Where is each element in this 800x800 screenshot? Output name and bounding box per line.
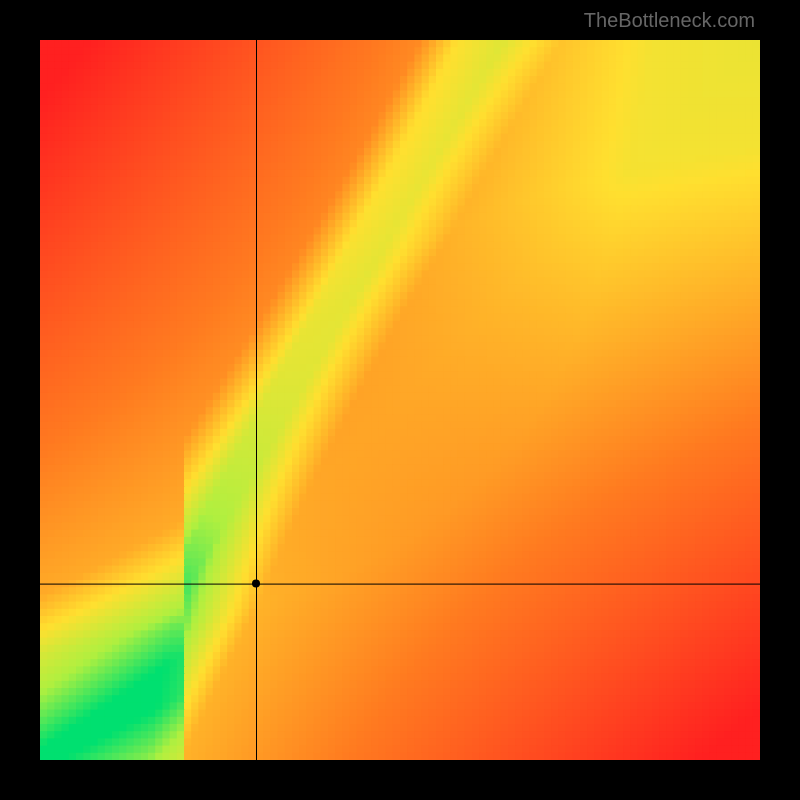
heatmap-canvas	[40, 40, 760, 760]
chart-container: TheBottleneck.com	[0, 0, 800, 800]
watermark-text: TheBottleneck.com	[584, 10, 755, 33]
heatmap-plot	[40, 40, 760, 760]
